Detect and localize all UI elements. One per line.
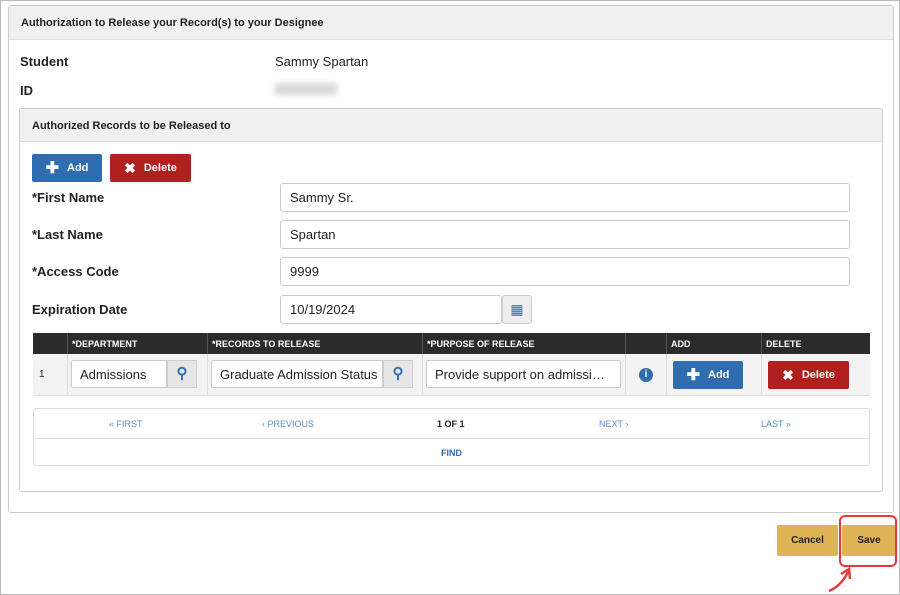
access-code-label: *Access Code <box>32 264 119 279</box>
pagination: « FIRST ‹ PREVIOUS 1 OF 1 NEXT › LAST » … <box>33 408 870 466</box>
records-cell: Graduate Admission Status ⚲ <box>208 354 423 396</box>
release-panel: Authorization to Release your Record(s) … <box>8 5 894 513</box>
save-button[interactable]: Save <box>842 525 896 556</box>
header-department: *DEPARTMENT <box>68 333 208 354</box>
panel-title: Authorization to Release your Record(s) … <box>9 6 893 40</box>
first-page-link[interactable]: « FIRST <box>109 419 143 429</box>
first-name-input[interactable]: Sammy Sr. <box>280 183 850 212</box>
id-label: ID <box>20 83 33 98</box>
department-input[interactable]: Admissions <box>71 360 167 388</box>
info-icon[interactable]: i <box>639 368 653 382</box>
student-name: Sammy Spartan <box>275 54 369 69</box>
last-name-label: *Last Name <box>32 227 103 242</box>
last-name-input[interactable]: Spartan <box>280 220 850 249</box>
arrow-annotation-icon <box>828 566 852 593</box>
previous-page-link[interactable]: ‹ PREVIOUS <box>262 419 315 429</box>
next-page-link[interactable]: NEXT › <box>599 419 629 429</box>
cancel-button[interactable]: Cancel <box>777 525 838 556</box>
x-icon: ✖ <box>782 366 794 383</box>
section-title: Authorized Records to be Released to <box>20 109 882 142</box>
records-input[interactable]: Graduate Admission Status <box>211 360 383 388</box>
row-number: 1 <box>33 354 68 396</box>
header-delete: DELETE <box>762 333 870 354</box>
delete-button[interactable]: ✖ Delete <box>110 154 191 182</box>
department-search-icon[interactable]: ⚲ <box>167 360 197 388</box>
add-cell: ✚ Add <box>667 354 762 396</box>
records-search-icon[interactable]: ⚲ <box>383 360 413 388</box>
calendar-icon[interactable]: ▦ <box>502 295 532 324</box>
find-link[interactable]: FIND <box>441 448 462 458</box>
plus-icon: ✚ <box>686 367 700 384</box>
purpose-cell: Provide support on admission's applicati… <box>423 354 626 396</box>
plus-icon: ✚ <box>45 160 59 177</box>
page-indicator: 1 OF 1 <box>437 419 465 429</box>
header-records: *RECORDS TO RELEASE <box>208 333 423 354</box>
purpose-input[interactable]: Provide support on admission's applicati… <box>426 360 621 388</box>
header-info <box>626 333 667 354</box>
department-cell: Admissions ⚲ <box>68 354 208 396</box>
expiration-date-input[interactable]: 10/19/2024 <box>280 295 502 324</box>
last-page-link[interactable]: LAST » <box>761 419 791 429</box>
expiration-date-label: Expiration Date <box>32 302 128 317</box>
add-button[interactable]: ✚ Add <box>32 154 102 182</box>
row-add-button[interactable]: ✚ Add <box>673 361 743 389</box>
first-name-label: *First Name <box>32 190 105 205</box>
save-highlight-box <box>839 515 897 567</box>
student-label: Student <box>20 54 69 69</box>
info-cell: i <box>626 354 667 396</box>
header-num <box>33 333 68 354</box>
access-code-input[interactable]: 9999 <box>280 257 850 286</box>
row-delete-button[interactable]: ✖ Delete <box>768 361 849 389</box>
header-add: ADD <box>667 333 762 354</box>
authorized-records-section: Authorized Records to be Released to ✚ Ad… <box>19 108 883 492</box>
id-value-redacted <box>275 83 337 95</box>
header-purpose: *PURPOSE OF RELEASE <box>423 333 626 354</box>
delete-cell: ✖ Delete <box>762 354 870 396</box>
x-icon: ✖ <box>124 159 136 176</box>
